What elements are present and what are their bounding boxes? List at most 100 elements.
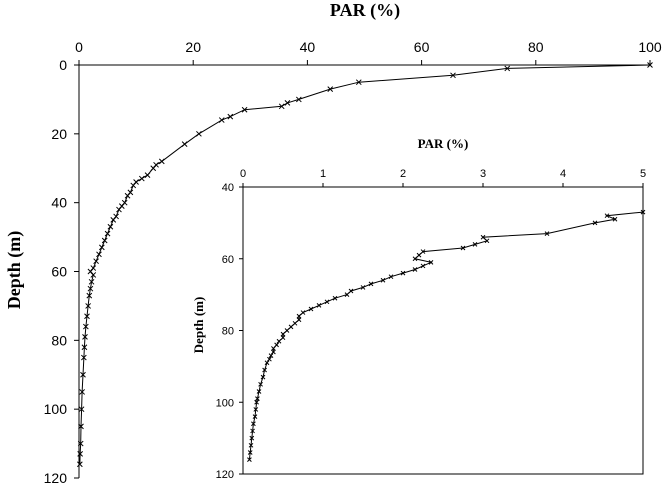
inset-x-tick-label: 4: [560, 168, 566, 180]
main-data-point: [77, 451, 83, 457]
inset-y-axis-title: Depth (m): [191, 297, 206, 354]
inset-data-point: [288, 324, 294, 330]
main-data-point: [110, 217, 117, 223]
inset-data-point: [316, 303, 322, 308]
inset-data-point: [268, 353, 274, 358]
inset-data-point: [300, 310, 306, 315]
inset-x-tick-label: 3: [480, 168, 486, 180]
main-x-tick-label: 20: [185, 39, 201, 55]
inset-data-point: [592, 220, 598, 226]
inset-data-point: [344, 292, 350, 297]
inset-data-point: [460, 245, 466, 251]
inset-data-point: [262, 367, 267, 373]
main-data-point: [98, 244, 105, 251]
inset-data-point: [380, 277, 386, 283]
inset-data-point: [360, 285, 366, 290]
main-x-ticks: 0 20 40 60 80 100: [75, 39, 662, 65]
inset-data-point: [296, 313, 302, 319]
inset-data-point: [348, 288, 354, 294]
main-y-tick-label: 60: [51, 264, 67, 280]
inset-data-point: [296, 317, 302, 323]
main-data-point: [107, 223, 114, 230]
main-data-point: [101, 237, 108, 244]
inset-data-point: [484, 238, 490, 244]
main-data-point: [82, 323, 89, 330]
main-data-point: [78, 423, 84, 430]
main-data-point: [138, 175, 145, 182]
inset-data-point: [412, 267, 418, 272]
main-y-tick-label: 20: [51, 126, 67, 142]
inset-data-point: [280, 331, 286, 337]
main-data-point: [150, 165, 157, 172]
inset-data-point: [260, 374, 266, 380]
inset-y-tick-label: 120: [216, 469, 234, 481]
main-data-point: [104, 230, 111, 237]
inset-frame: [242, 186, 644, 475]
inset-data-point: [612, 216, 618, 222]
inset-data-point: [271, 346, 276, 351]
inset-data-point: [271, 349, 276, 355]
inset-x-tick-label: 1: [320, 168, 326, 180]
inset-x-axis-title: PAR (%): [418, 136, 469, 151]
main-y-tick-label: 120: [44, 470, 68, 486]
inset-data-point: [267, 356, 272, 362]
main-data-point: [84, 313, 90, 320]
main-data-point: [284, 100, 291, 106]
inset-y-tick-label: 80: [222, 326, 234, 338]
inset-data-point: [324, 299, 330, 305]
inset-y-tick-label: 60: [222, 254, 234, 266]
inset-x-tick-label: 0: [240, 168, 246, 180]
main-data-point: [86, 292, 93, 299]
main-data-point: [130, 182, 137, 189]
main-data-point: [79, 389, 85, 395]
main-data-point: [327, 86, 334, 92]
inset-data-point: [248, 442, 254, 448]
inset-y-ticks: 40 60 80 100 120: [216, 182, 243, 481]
inset-data-point: [604, 213, 610, 219]
main-x-tick-label: 0: [75, 39, 83, 55]
inset-data-point: [412, 256, 418, 262]
inset-data-point: [249, 435, 255, 441]
inset-data-point: [400, 270, 406, 276]
main-data-point: [218, 117, 225, 123]
main-x-tick-label: 40: [300, 39, 316, 55]
main-data-point: [241, 106, 248, 113]
inset-data-point: [254, 399, 259, 405]
main-y-ticks: 0 20 40 60 80 100 120: [44, 57, 79, 486]
inset-data-point: [292, 320, 298, 326]
main-data-point: [450, 72, 456, 79]
inset-series-markers: [247, 209, 646, 463]
inset-data-point: [256, 389, 262, 394]
main-series-markers: [77, 62, 653, 468]
inset-data-point: [420, 249, 426, 254]
inset-data-point: [284, 328, 290, 333]
main-y-tick-label: 40: [51, 195, 67, 211]
main-data-point: [196, 130, 202, 137]
inset-data-point: [264, 360, 270, 366]
main-y-tick-label: 0: [59, 57, 67, 73]
main-data-point: [77, 461, 83, 468]
main-data-point: [88, 278, 95, 285]
main-y-tick-label: 80: [51, 332, 67, 348]
main-data-point: [80, 354, 87, 361]
main-data-point: [227, 113, 234, 120]
main-data-point: [87, 285, 94, 292]
inset-data-point: [247, 450, 253, 455]
main-data-point: [158, 158, 165, 165]
inset-y-tick-label: 100: [216, 397, 234, 409]
inset-data-point: [640, 209, 646, 215]
inset-chart: 0 1 2 3 4 5 40 60 80 100 120 PAR (%) Depth (m): [191, 136, 646, 481]
main-x-tick-label: 60: [414, 39, 430, 55]
main-data-point: [355, 79, 362, 86]
inset-y-tick-label: 40: [222, 182, 234, 194]
inset-data-point: [308, 306, 314, 312]
main-data-point: [77, 440, 84, 447]
inset-data-point: [274, 342, 279, 348]
main-data-point: [124, 192, 131, 199]
inset-data-point: [544, 231, 550, 236]
main-data-point: [90, 272, 97, 278]
main-data-point: [78, 406, 85, 413]
